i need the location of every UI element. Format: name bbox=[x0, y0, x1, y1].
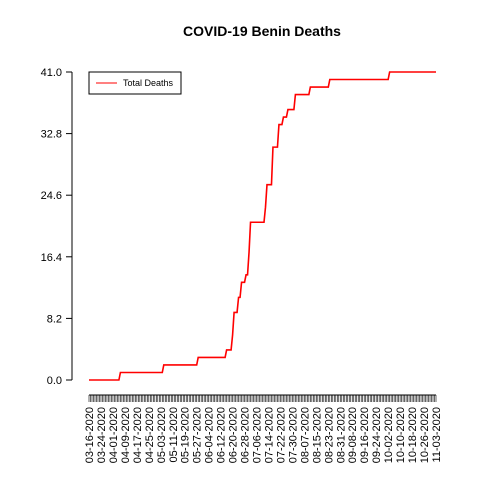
x-tick-label: 09-24-2020 bbox=[371, 407, 383, 463]
y-tick-label: 32.8 bbox=[41, 129, 62, 141]
x-tick-label: 10-10-2020 bbox=[395, 407, 407, 463]
x-tick-label: 03-16-2020 bbox=[84, 407, 96, 463]
x-tick-label: 05-19-2020 bbox=[180, 407, 192, 463]
x-tick-label: 07-30-2020 bbox=[287, 407, 299, 463]
x-tick-label: 06-20-2020 bbox=[228, 407, 240, 463]
x-tick-label: 08-23-2020 bbox=[323, 407, 335, 463]
x-tick-label: 05-27-2020 bbox=[192, 407, 204, 463]
x-tick-label: 05-03-2020 bbox=[156, 407, 168, 463]
y-tick-label: 41.0 bbox=[41, 67, 62, 79]
x-tick-label: 08-15-2020 bbox=[311, 407, 323, 463]
y-axis: 0.0 8.2 16.4 24.6 32.8 41.0 bbox=[41, 67, 73, 387]
x-tick-label: 07-14-2020 bbox=[263, 407, 275, 463]
plot-area bbox=[89, 71, 436, 381]
x-tick-label: 06-04-2020 bbox=[204, 407, 216, 463]
y-tick-label: 24.6 bbox=[41, 190, 62, 202]
x-tick-label: 10-18-2020 bbox=[407, 407, 419, 463]
x-tick-label: 08-31-2020 bbox=[335, 407, 347, 463]
x-tick-label: 10-02-2020 bbox=[383, 407, 395, 463]
legend-label-total-deaths: Total Deaths bbox=[123, 78, 174, 88]
x-tick-label: 11-03-2020 bbox=[431, 407, 443, 462]
chart-title: COVID-19 Benin Deaths bbox=[183, 23, 341, 39]
x-tick-label: 03-24-2020 bbox=[96, 407, 108, 463]
x-tick-label: 09-16-2020 bbox=[359, 407, 371, 463]
y-tick-label: 16.4 bbox=[41, 252, 62, 264]
series-line-total-deaths bbox=[89, 71, 436, 381]
x-tick-label: 07-22-2020 bbox=[275, 407, 287, 463]
legend-box bbox=[88, 71, 182, 95]
x-tick-label: 04-17-2020 bbox=[132, 407, 144, 463]
x-tick-label: 05-11-2020 bbox=[168, 407, 180, 462]
x-tick-label: 08-07-2020 bbox=[299, 407, 311, 463]
legend: Total Deaths bbox=[88, 71, 182, 95]
x-tick-label: 04-25-2020 bbox=[144, 407, 156, 463]
x-tick-label: 07-06-2020 bbox=[252, 407, 264, 463]
x-tick-label: 10-26-2020 bbox=[419, 407, 431, 463]
x-tick-label: 06-12-2020 bbox=[216, 407, 228, 463]
x-tick-label: 09-08-2020 bbox=[347, 407, 359, 463]
x-tick-label: 04-09-2020 bbox=[120, 407, 132, 463]
x-axis: 03-16-2020 03-24-2020 04-01-2020 04-09-2020… bbox=[84, 394, 443, 463]
x-tick-label: 06-28-2020 bbox=[240, 407, 252, 463]
x-tick-label: 04-01-2020 bbox=[108, 407, 120, 463]
y-tick-label: 8.2 bbox=[47, 313, 62, 325]
y-tick-label: 0.0 bbox=[47, 375, 62, 387]
